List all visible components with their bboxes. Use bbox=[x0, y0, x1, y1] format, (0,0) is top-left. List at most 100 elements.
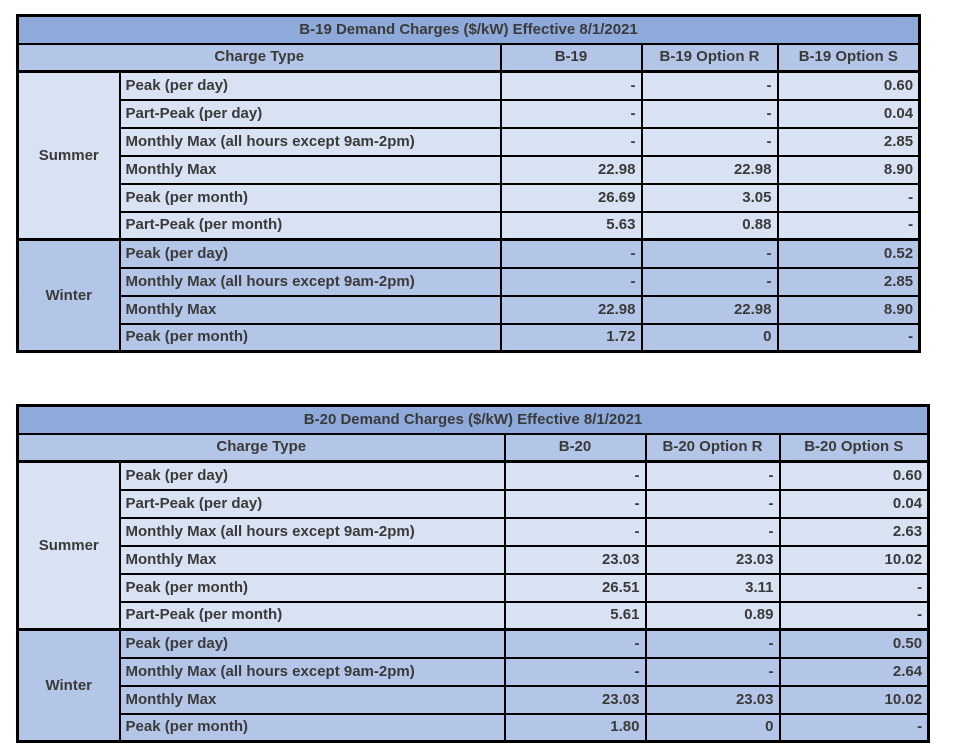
value-cell: - bbox=[644, 628, 781, 659]
charge-type-cell: Peak (per month) bbox=[118, 572, 506, 603]
charge-type-cell: Monthly Max (all hours except 9am-2pm) bbox=[118, 126, 502, 157]
charge-type-cell: Peak (per day) bbox=[118, 70, 502, 101]
value-cell: - bbox=[644, 656, 781, 687]
column-header-row: Charge Type B-20 B-20 Option R B-20 Opti… bbox=[16, 432, 930, 463]
table-row: Monthly Max (all hours except 9am-2pm) - -… bbox=[18, 516, 930, 547]
table-title-row: B-20 Demand Charges ($/kW) Effective 8/1… bbox=[16, 404, 930, 435]
charge-type-cell: Monthly Max bbox=[118, 544, 506, 575]
table-row: Peak (per month) 1.72 0- bbox=[18, 322, 921, 353]
table-row: Monthly Max (all hours except 9am-2pm) - -… bbox=[18, 656, 930, 687]
charge-type-cell: Peak (per month) bbox=[118, 182, 502, 213]
value-cell: 0.60 bbox=[778, 460, 930, 491]
value-cell: - bbox=[640, 238, 779, 269]
table-title: B-20 Demand Charges ($/kW) Effective 8/1… bbox=[16, 404, 930, 435]
table-row: Part-Peak (per month) 5.61 0.89- bbox=[18, 600, 930, 631]
value-cell: 1.80 bbox=[503, 712, 647, 743]
value-cell: 23.03 bbox=[503, 544, 647, 575]
charge-type-cell: Peak (per day) bbox=[118, 628, 506, 659]
value-cell: - bbox=[640, 70, 779, 101]
value-cell: - bbox=[640, 266, 779, 297]
value-cell: - bbox=[776, 210, 921, 241]
charge-type-cell: Peak (per day) bbox=[118, 460, 506, 491]
charge-type-cell: Part-Peak (per day) bbox=[118, 488, 506, 519]
value-cell: - bbox=[640, 98, 779, 129]
table-title-row: B-19 Demand Charges ($/kW) Effective 8/1… bbox=[16, 14, 921, 45]
column-header-b20-option-r: B-20 Option R bbox=[644, 432, 781, 463]
table-row: Part-Peak (per month) 5.63 0.88- bbox=[18, 210, 921, 241]
value-cell: 2.85 bbox=[776, 266, 921, 297]
value-cell: 0.04 bbox=[776, 98, 921, 129]
column-header-b20: B-20 bbox=[503, 432, 647, 463]
value-cell: 26.51 bbox=[503, 572, 647, 603]
value-cell: - bbox=[499, 238, 643, 269]
table-row: Peak (per month) 1.80 0- bbox=[18, 712, 930, 743]
value-cell: 0 bbox=[640, 322, 779, 353]
value-cell: 23.03 bbox=[644, 544, 781, 575]
table-row: Monthly Max (all hours except 9am-2pm) - -… bbox=[18, 126, 921, 157]
value-cell: 0 bbox=[644, 712, 781, 743]
charge-type-cell: Part-Peak (per day) bbox=[118, 98, 502, 129]
value-cell: - bbox=[499, 126, 643, 157]
charge-type-cell: Monthly Max bbox=[118, 684, 506, 715]
table-row: Monthly Max (all hours except 9am-2pm) - -… bbox=[18, 266, 921, 297]
charge-type-cell: Peak (per month) bbox=[118, 712, 506, 743]
value-cell: 3.11 bbox=[644, 572, 781, 603]
value-cell: - bbox=[499, 266, 643, 297]
table-row: Peak (per month) 26.69 3.05- bbox=[18, 182, 921, 213]
charge-type-cell: Monthly Max (all hours except 9am-2pm) bbox=[118, 516, 506, 547]
value-cell: 10.02 bbox=[778, 544, 930, 575]
column-header-row: Charge Type B-19 B-19 Option R B-19 Opti… bbox=[16, 42, 921, 73]
value-cell: - bbox=[644, 460, 781, 491]
value-cell: 2.85 bbox=[776, 126, 921, 157]
table-row: Monthly Max 23.03 23.03 10.02 bbox=[18, 684, 930, 715]
table-row: Monthly Max 22.98 22.98 8.90 bbox=[18, 294, 921, 325]
charge-type-cell: Monthly Max (all hours except 9am-2pm) bbox=[118, 266, 502, 297]
value-cell: - bbox=[778, 572, 930, 603]
value-cell: 0.60 bbox=[776, 70, 921, 101]
value-cell: 22.98 bbox=[640, 294, 779, 325]
value-cell: 5.61 bbox=[503, 600, 647, 631]
column-header-b19: B-19 bbox=[499, 42, 643, 73]
table-row: Monthly Max 22.98 22.98 8.90 bbox=[18, 154, 921, 185]
value-cell: 8.90 bbox=[776, 294, 921, 325]
charge-type-cell: Part-Peak (per month) bbox=[118, 600, 506, 631]
value-cell: - bbox=[503, 488, 647, 519]
value-cell: - bbox=[776, 182, 921, 213]
value-cell: 10.02 bbox=[778, 684, 930, 715]
value-cell: - bbox=[644, 488, 781, 519]
value-cell: - bbox=[503, 656, 647, 687]
value-cell: 1.72 bbox=[499, 322, 643, 353]
value-cell: - bbox=[499, 70, 643, 101]
value-cell: 23.03 bbox=[503, 684, 647, 715]
value-cell: - bbox=[499, 98, 643, 129]
value-cell: 26.69 bbox=[499, 182, 643, 213]
season-cell-summer: Summer bbox=[16, 70, 121, 241]
table-row: Summer Peak (per day) - -0.60 bbox=[16, 70, 921, 241]
season-cell-summer: Summer bbox=[16, 460, 121, 631]
column-header-b20-option-s: B-20 Option S bbox=[778, 432, 930, 463]
season-cell-winter: Winter bbox=[16, 628, 121, 743]
table-row: Part-Peak (per day) - -0.04 bbox=[18, 488, 930, 519]
value-cell: - bbox=[776, 322, 921, 353]
charge-type-cell: Peak (per day) bbox=[118, 238, 502, 269]
b19-demand-charges-table: B-19 Demand Charges ($/kW) Effective 8/1… bbox=[16, 14, 922, 353]
table-row: Part-Peak (per day) - -0.04 bbox=[18, 98, 921, 129]
value-cell: 22.98 bbox=[499, 154, 643, 185]
value-cell: - bbox=[503, 516, 647, 547]
value-cell: - bbox=[778, 712, 930, 743]
b20-demand-charges-table: B-20 Demand Charges ($/kW) Effective 8/1… bbox=[16, 404, 931, 743]
value-cell: 2.63 bbox=[778, 516, 930, 547]
table-row: Monthly Max 23.03 23.03 10.02 bbox=[18, 544, 930, 575]
charge-type-cell: Monthly Max (all hours except 9am-2pm) bbox=[118, 656, 506, 687]
value-cell: 0.50 bbox=[778, 628, 930, 659]
column-header-charge-type: Charge Type bbox=[16, 432, 506, 463]
value-cell: 0.88 bbox=[640, 210, 779, 241]
season-cell-winter: Winter bbox=[16, 238, 121, 353]
value-cell: 5.63 bbox=[499, 210, 643, 241]
value-cell: 22.98 bbox=[640, 154, 779, 185]
value-cell: 3.05 bbox=[640, 182, 779, 213]
table-row: Peak (per month) 26.51 3.11- bbox=[18, 572, 930, 603]
value-cell: 0.89 bbox=[644, 600, 781, 631]
value-cell: 0.04 bbox=[778, 488, 930, 519]
charge-type-cell: Monthly Max bbox=[118, 154, 502, 185]
